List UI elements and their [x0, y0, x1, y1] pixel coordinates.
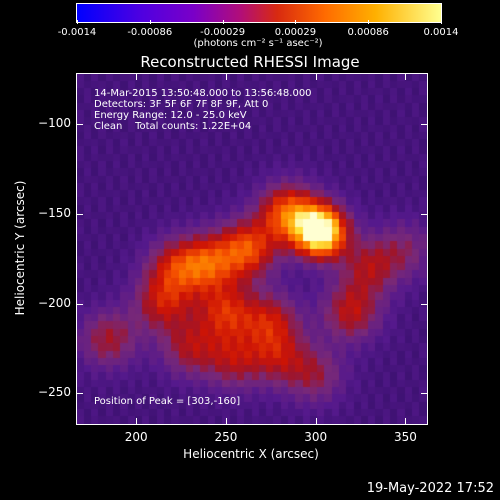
x-axis-tick [136, 418, 138, 424]
plot-title: Reconstructed RHESSI Image [140, 53, 360, 71]
y-tick-label: −100 [38, 116, 71, 131]
x-axis-tick [315, 74, 317, 80]
y-axis-tick [421, 124, 427, 126]
info-line-time: 14-Mar-2015 13:50:48.000 to 13:56:48.000 [94, 88, 312, 99]
x-axis-label: Heliocentric X (arcsec) [183, 447, 319, 461]
peak-position-label: Position of Peak = [303,-160] [94, 396, 241, 407]
x-tick-label: 350 [394, 430, 417, 444]
y-axis-tick [77, 214, 83, 215]
x-tick-label: 250 [214, 430, 238, 444]
x-axis-tick [136, 74, 138, 80]
y-axis-tick [421, 303, 427, 305]
y-tick-label: −150 [38, 206, 71, 220]
colorbar-tick-label: -0.0014 [57, 27, 97, 38]
colorbar-tick [77, 20, 78, 24]
colorbar-tick-label: -0.00086 [127, 27, 173, 38]
y-axis-tick [77, 303, 83, 305]
colorbar-tick [149, 20, 151, 24]
x-axis-tick [405, 418, 407, 424]
y-tick-label: −200 [38, 295, 71, 310]
y-axis-tick [77, 393, 83, 395]
heatmap-plot-area [76, 73, 428, 425]
y-axis-tick [421, 214, 427, 215]
y-axis-label: Heliocentric Y (arcsec) [13, 180, 27, 316]
y-tick-label: −250 [38, 385, 71, 400]
info-line-clean: Clean Total counts: 1.22E+04 [94, 121, 252, 132]
heatmap-image [77, 74, 427, 424]
footer-date: 19-May-2022 17:52 [366, 481, 494, 496]
info-line-detectors: Detectors: 3F 5F 6F 7F 8F 9F, Att 0 [94, 99, 269, 110]
colorbar-unit-label: (photons cm⁻² s⁻¹ asec⁻²) [193, 38, 323, 49]
colorbar-tick [222, 20, 224, 24]
colorbar-tick-label: -0.00029 [200, 27, 246, 38]
y-axis-tick [421, 393, 427, 395]
x-axis-tick [405, 74, 407, 80]
x-axis-tick [225, 418, 227, 424]
x-tick-label: 200 [124, 430, 148, 444]
colorbar-tick [295, 20, 297, 24]
y-axis-tick [77, 124, 83, 126]
colorbar-tick-label: 0.0014 [423, 27, 459, 38]
colorbar [76, 3, 442, 23]
colorbar-tick [368, 20, 370, 24]
x-axis-tick [225, 74, 227, 80]
colorbar-tick [441, 20, 442, 24]
x-axis-tick [315, 418, 317, 424]
x-tick-label: 300 [304, 430, 328, 444]
colorbar-tick-label: 0.00086 [347, 27, 389, 38]
info-line-energy: Energy Range: 12.0 - 25.0 keV [94, 110, 247, 121]
colorbar-tick-label: 0.00029 [274, 27, 317, 38]
